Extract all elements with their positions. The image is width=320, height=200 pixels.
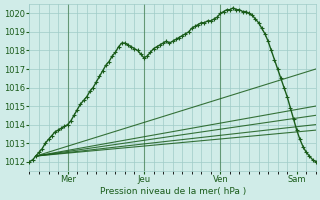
X-axis label: Pression niveau de la mer( hPa ): Pression niveau de la mer( hPa ) [100, 187, 246, 196]
